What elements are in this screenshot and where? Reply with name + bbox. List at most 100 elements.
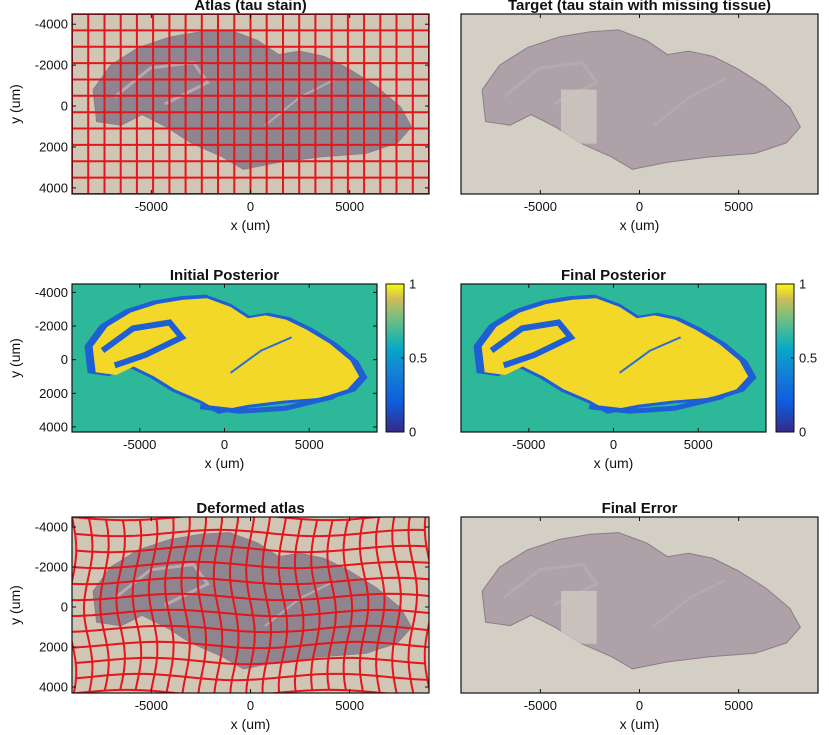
- grid-line-horizontal: [76, 672, 428, 682]
- grid-line-horizontal: [72, 624, 428, 634]
- x-tick-label: 5000: [724, 698, 753, 713]
- x-tick-label: 5000: [724, 199, 753, 214]
- colorbar-tick-label: 1: [799, 277, 806, 292]
- grid-line-vertical: [358, 518, 370, 692]
- x-tick-label: -5000: [524, 199, 557, 214]
- image-area: [72, 517, 429, 693]
- tissue-fold: [653, 579, 726, 627]
- panel-final-error: Final Error -5000 0 5000 x (um): [460, 500, 819, 732]
- grid-line-vertical: [326, 519, 337, 690]
- x-tick-label: -5000: [512, 437, 545, 452]
- x-tick-label: 5000: [335, 698, 364, 713]
- grid-line-vertical: [180, 517, 191, 693]
- colorbar-tick-label: 0: [409, 425, 416, 440]
- x-tick-label: 5000: [295, 437, 324, 452]
- grid-line-vertical: [423, 517, 429, 693]
- y-tick-label: -4000: [35, 17, 68, 32]
- panel-atlas-tau-stain: Atlas (tau stain) -5000 0 5000 x (um) -4000 -2…: [7, 0, 430, 233]
- image-area: [461, 284, 766, 432]
- grid-line-vertical: [342, 519, 354, 691]
- y-tick-label: -4000: [35, 285, 68, 300]
- x-axis-label: x (um): [620, 217, 660, 233]
- y-tick-label: 2000: [39, 386, 68, 401]
- colorbar-tick-label: 1: [409, 277, 416, 292]
- x-axis-label: x (um): [231, 217, 271, 233]
- y-axis-label: y (um): [7, 84, 23, 124]
- grid-line-vertical: [229, 517, 240, 693]
- low-probability-band: [100, 319, 187, 369]
- x-tick-label: -5000: [524, 698, 557, 713]
- tissue-fold: [230, 336, 292, 374]
- grid-line-vertical: [277, 517, 289, 693]
- tissue-fold: [653, 77, 726, 127]
- panel-title: Final Posterior: [561, 267, 666, 284]
- low-probability-band: [489, 319, 576, 369]
- x-axis-label: x (um): [620, 716, 660, 732]
- grid-line-vertical: [82, 518, 94, 693]
- grid-line-horizontal: [73, 688, 394, 693]
- image-area: [72, 284, 377, 432]
- grid-line-vertical: [261, 517, 272, 693]
- grid-line-horizontal: [72, 576, 429, 586]
- grid-line-horizontal: [74, 560, 429, 570]
- x-tick-label: 0: [221, 437, 228, 452]
- x-tick-label: 0: [247, 199, 254, 214]
- grid-line-vertical: [245, 517, 256, 693]
- x-tick-label: 5000: [684, 437, 713, 452]
- y-tick-label: 0: [61, 600, 68, 615]
- y-axis-label: y (um): [7, 338, 23, 378]
- x-tick-label: -5000: [135, 199, 168, 214]
- panel-title: Initial Posterior: [170, 267, 279, 284]
- x-tick-label: -5000: [135, 698, 168, 713]
- grid-line-vertical: [407, 517, 419, 693]
- image-area: [72, 14, 429, 194]
- grid-line-vertical: [196, 517, 208, 693]
- panel-title: Final Error: [602, 500, 678, 517]
- grid-line-horizontal: [72, 517, 388, 522]
- grid-line-vertical: [391, 517, 402, 693]
- grid-line-vertical: [131, 519, 143, 691]
- colorbar-tick-label: 0.5: [799, 351, 817, 366]
- grid-line-horizontal: [72, 592, 429, 602]
- y-tick-label: 0: [61, 99, 68, 114]
- grid-line-horizontal: [75, 656, 426, 666]
- y-tick-label: -2000: [35, 560, 68, 575]
- grid-line-horizontal: [75, 528, 425, 538]
- y-tick-label: 4000: [39, 419, 68, 434]
- x-tick-label: 0: [636, 199, 643, 214]
- x-tick-label: 0: [247, 698, 254, 713]
- x-tick-label: 0: [610, 437, 617, 452]
- y-tick-label: -2000: [35, 58, 68, 73]
- panel-title: Deformed atlas: [196, 500, 304, 517]
- grid-line-horizontal: [72, 608, 429, 618]
- y-tick-label: 4000: [39, 680, 68, 695]
- grid-line-vertical: [293, 518, 305, 692]
- grid-line-horizontal: [73, 640, 426, 650]
- grid-line-vertical: [310, 519, 321, 691]
- x-tick-label: 5000: [335, 199, 364, 214]
- low-probability-band: [588, 394, 724, 414]
- grid-line-vertical: [375, 517, 386, 693]
- panel-target-tau-stain-with-missing-tissue: Target (tau stain with missing tissue) -5…: [460, 0, 819, 233]
- image-area: [461, 14, 818, 194]
- colorbar: 10.50: [775, 277, 817, 440]
- x-tick-label: 0: [636, 698, 643, 713]
- y-tick-label: 2000: [39, 640, 68, 655]
- grid-line-vertical: [99, 519, 110, 691]
- colorbar-tick-label: 0: [799, 425, 806, 440]
- deformation-grid: [72, 517, 429, 693]
- x-axis-label: x (um): [205, 455, 245, 471]
- tissue-fold: [619, 336, 681, 374]
- x-axis-label: x (um): [594, 455, 634, 471]
- deformation-grid: [72, 14, 429, 194]
- panel-initial-posterior: Initial Posterior -5000 0 5000 x (um) -4000 -2…: [7, 267, 427, 471]
- x-tick-label: -5000: [123, 437, 156, 452]
- grid-line-vertical: [115, 520, 126, 691]
- low-probability-band: [199, 394, 335, 414]
- grid-line-vertical: [147, 518, 159, 692]
- panel-title: Target (tau stain with missing tissue): [508, 0, 771, 14]
- panel-title: Atlas (tau stain): [194, 0, 307, 14]
- y-tick-label: 0: [61, 352, 68, 367]
- x-axis-label: x (um): [231, 716, 271, 732]
